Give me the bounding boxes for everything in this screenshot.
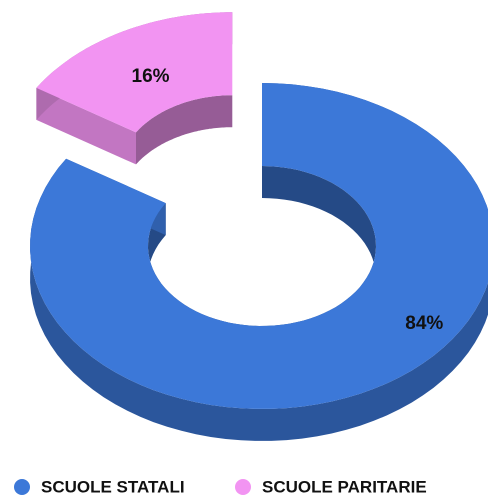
end-face <box>36 87 136 165</box>
slice-top <box>30 83 488 409</box>
slice-top <box>36 12 233 133</box>
tops <box>30 12 488 409</box>
legend-label: SCUOLE PARITARIE <box>262 477 427 496</box>
value-label: 16% <box>132 66 170 87</box>
legend-swatch <box>235 479 251 495</box>
legend-swatch <box>14 479 30 495</box>
inner-wall <box>136 95 233 165</box>
legend-label: SCUOLE STATALI <box>41 477 185 496</box>
value-label: 84% <box>405 313 443 334</box>
